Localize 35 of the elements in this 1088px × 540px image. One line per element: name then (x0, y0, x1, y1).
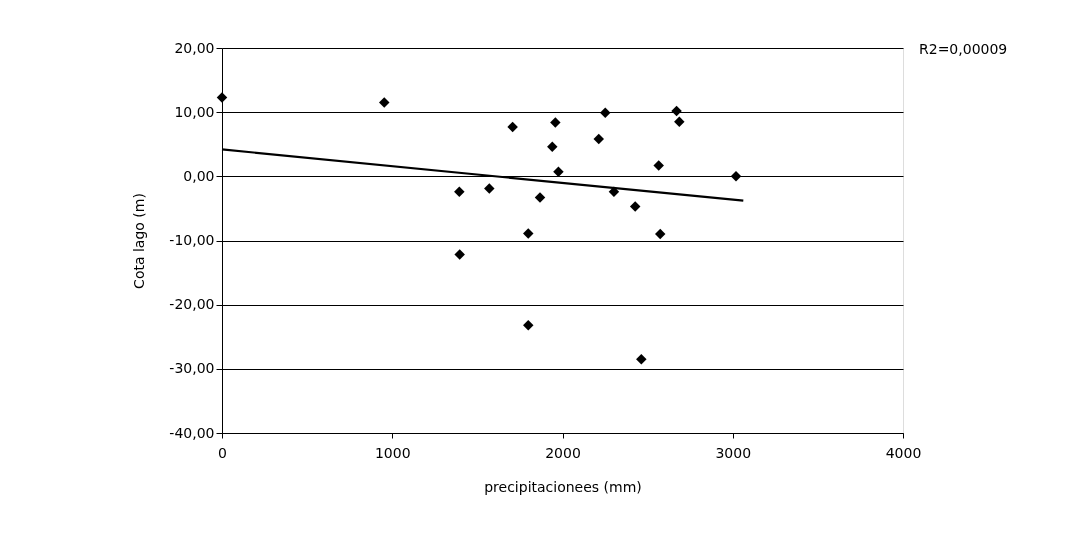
point (674, 116, 685, 128)
point (547, 141, 558, 153)
point (454, 186, 465, 197)
point (629, 201, 641, 212)
point (454, 249, 465, 260)
point (653, 160, 664, 171)
point (730, 171, 742, 182)
y-tick-label: -10,00 (169, 232, 215, 248)
point (636, 353, 647, 365)
y-tick-label: -40,00 (169, 424, 215, 441)
point (523, 228, 534, 239)
point (523, 319, 534, 331)
x-tick-label: 1000 (374, 444, 411, 461)
x-tick-label: 0 (218, 444, 227, 461)
point (671, 105, 682, 117)
point (550, 117, 561, 128)
point (654, 228, 666, 240)
y-tick-label: 20,00 (174, 39, 215, 56)
point (534, 192, 546, 203)
x-tick-label: 4000 (885, 444, 922, 461)
y-tick-label: 10,00 (174, 103, 215, 120)
y-tick-label: -30,00 (169, 360, 215, 377)
x-tick-label: 3000 (715, 444, 752, 461)
y-axis-title: Cota lago (m) (131, 193, 148, 289)
text: R2=0,00009 (919, 41, 1008, 57)
x-axis-title: precipitacionees (mm) (484, 478, 642, 495)
point (484, 183, 495, 194)
point (507, 121, 518, 133)
point (379, 97, 390, 108)
point (216, 92, 228, 103)
y-tick-label: -20,00 (169, 296, 215, 313)
y-tick-label: 0,00 (183, 167, 215, 184)
x-tick-label: 2000 (545, 444, 581, 461)
point (599, 107, 611, 119)
point (593, 133, 605, 145)
